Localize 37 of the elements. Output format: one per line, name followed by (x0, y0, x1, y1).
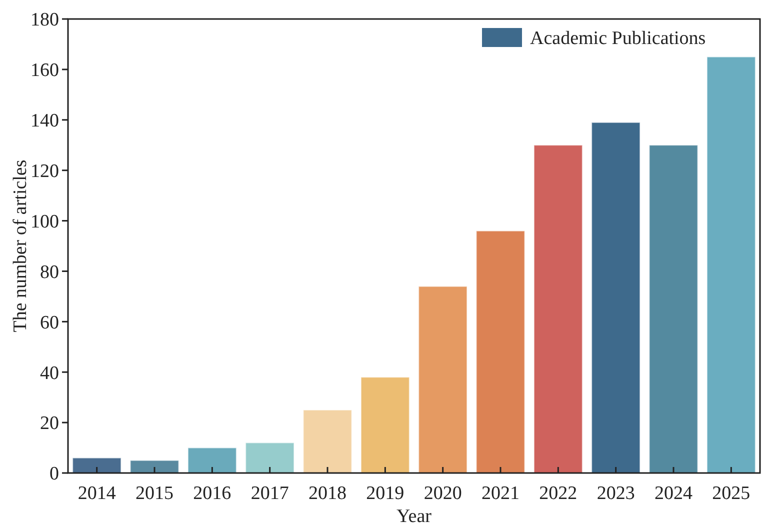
y-tick-label: 80 (40, 262, 59, 283)
bar (648, 144, 698, 474)
bar (245, 442, 295, 474)
x-axis-title: Year (396, 506, 432, 525)
bar (476, 230, 526, 474)
bar (360, 376, 410, 474)
x-tick-label: 2021 (482, 483, 520, 504)
bar (418, 286, 468, 474)
x-tick-label: 2018 (308, 483, 346, 504)
x-tick-label: 2015 (136, 483, 174, 504)
y-tick-label: 120 (30, 160, 59, 182)
x-tick-label: 2016 (193, 483, 232, 504)
x-tick-label: 2019 (366, 483, 404, 504)
bar (706, 56, 756, 474)
x-tick-label: 2020 (424, 483, 462, 504)
bar (72, 457, 122, 474)
y-axis-title: The number of articles (10, 160, 31, 332)
x-tick-label: 2014 (78, 483, 116, 504)
y-tick-label: 140 (30, 110, 59, 132)
y-tick-label: 60 (40, 312, 59, 334)
bar (187, 447, 237, 474)
bar (130, 460, 180, 474)
y-tick-label: 0 (50, 464, 59, 485)
x-tick-label: 2017 (250, 483, 289, 504)
y-tick-label: 40 (40, 362, 59, 384)
legend-label: Academic Publications (530, 28, 706, 49)
y-tick-label: 180 (30, 10, 59, 31)
x-tick-label: 2022 (539, 483, 578, 504)
bar (302, 409, 352, 474)
x-tick-label: 2025 (712, 483, 750, 504)
bar (533, 144, 583, 474)
y-tick-label: 160 (30, 60, 59, 82)
y-tick-label: 20 (40, 413, 59, 434)
bar (591, 122, 641, 474)
x-tick-label: 2023 (596, 483, 635, 504)
x-tick-label: 2024 (654, 483, 693, 504)
y-tick-label: 100 (30, 211, 59, 232)
